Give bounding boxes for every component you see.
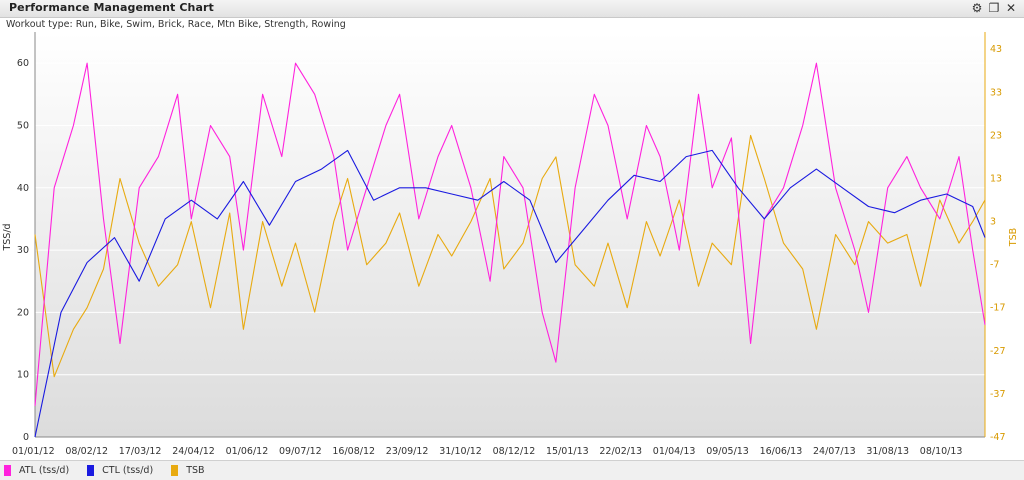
close-icon[interactable]: ✕ (1005, 1, 1017, 15)
y2-axis-label: TSB (1008, 228, 1019, 247)
x-tick-label: 24/07/13 (813, 446, 856, 457)
x-tick-label: 16/08/12 (332, 446, 375, 457)
legend-item-ctl[interactable]: CTL (tss/d) (87, 465, 153, 476)
legend-label-tsb: TSB (186, 465, 205, 476)
x-tick-label: 15/01/13 (546, 446, 589, 457)
legend-label-ctl: CTL (tss/d) (102, 465, 154, 476)
y2-tick-label: 23 (990, 130, 1002, 141)
y-tick-label: 50 (17, 120, 29, 131)
restore-icon[interactable]: ❐ (988, 1, 1000, 15)
legend-swatch-tsb (171, 465, 179, 476)
x-tick-label: 08/02/12 (65, 446, 108, 457)
y2-tick-label: 13 (990, 173, 1002, 184)
x-tick-label: 22/02/13 (599, 446, 642, 457)
plot-area (35, 32, 985, 437)
legend-item-atl[interactable]: ATL (tss/d) (4, 465, 69, 476)
x-tick-label: 01/04/13 (653, 446, 696, 457)
x-tick-label: 24/04/12 (172, 446, 215, 457)
y2-tick-label: 33 (990, 87, 1002, 98)
performance-chart: 0 10 20 30 40 50 60 -47 -37 -27 -17 -7 3 13 23 33 43 01/0… (0, 32, 1024, 460)
x-tick-label: 31/10/12 (439, 446, 482, 457)
workout-type-filter: Workout type: Run, Bike, Swim, Brick, Ra… (6, 19, 346, 30)
legend-item-tsb[interactable]: TSB (171, 465, 205, 476)
x-tick-label: 09/07/12 (279, 446, 322, 457)
series-line-ctl (34, 149, 986, 438)
y2-tick-label: -7 (990, 260, 999, 271)
title-bar: Performance Management Chart ⚙ ❐ ✕ (0, 0, 1024, 18)
window-controls: ⚙ ❐ ✕ (970, 1, 1018, 15)
x-tick-label: 01/01/12 (12, 446, 55, 457)
x-tick-label: 31/08/13 (866, 446, 909, 457)
y2-tick-label: -27 (990, 346, 1006, 357)
legend-swatch-atl (4, 465, 11, 476)
legend-swatch-ctl (87, 465, 95, 476)
x-tick-label: 08/10/13 (920, 446, 963, 457)
y-tick-label: 20 (17, 307, 29, 318)
y2-tick-label: -17 (990, 303, 1006, 314)
y-tick-label: 10 (17, 370, 29, 381)
window-title: Performance Management Chart (9, 1, 214, 14)
y-tick-label: 60 (17, 58, 29, 69)
y-tick-label: 30 (17, 245, 29, 256)
y-tick-label: 0 (23, 432, 29, 443)
series-line-tsb (34, 134, 986, 378)
x-tick-label: 01/06/12 (226, 446, 269, 457)
chart-legend: ATL (tss/d) CTL (tss/d) TSB (0, 460, 1024, 480)
x-tick-label: 16/06/13 (760, 446, 803, 457)
y2-tick-label: 3 (990, 217, 996, 228)
y-axis-label: TSS/d (2, 223, 13, 251)
gear-icon[interactable]: ⚙ (971, 1, 983, 15)
y2-tick-label: -47 (990, 432, 1006, 443)
y2-tick-label: 43 (990, 44, 1002, 55)
x-tick-label: 23/09/12 (386, 446, 429, 457)
x-tick-label: 09/05/13 (706, 446, 749, 457)
series-line-atl (34, 62, 986, 406)
x-tick-label: 17/03/12 (119, 446, 162, 457)
chart-svg: 0 10 20 30 40 50 60 -47 -37 -27 -17 -7 3 13 23 33 43 01/0… (2, 32, 1019, 457)
legend-label-atl: ATL (tss/d) (19, 465, 70, 476)
y2-tick-label: -37 (990, 389, 1006, 400)
x-tick-label: 08/12/12 (493, 446, 536, 457)
y-tick-label: 40 (17, 183, 29, 194)
